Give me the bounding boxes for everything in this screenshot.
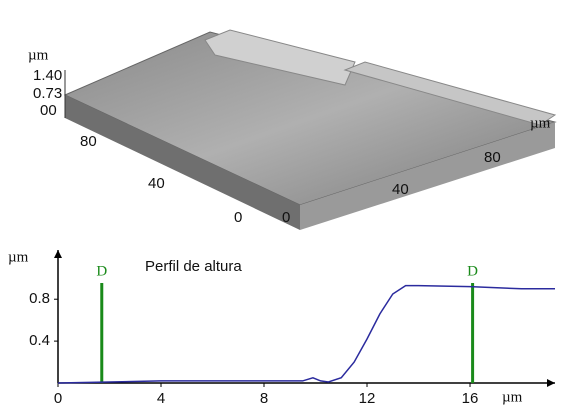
x-axis-label: µm [502, 389, 523, 405]
x-tick-label: 12 [359, 390, 376, 407]
z-tick-label: 1.40 [33, 67, 62, 84]
x-tick-label: 80 [484, 149, 501, 166]
axis-arrow [54, 250, 62, 258]
x-tick-label: 40 [392, 181, 409, 198]
profile-line [58, 286, 555, 383]
cursor-label: D [96, 263, 107, 279]
z-tick-label: 00 [40, 102, 57, 119]
profile-chart: Perfil de altura µm µm 0 4 8 12 16 0.4 0.8 D D [8, 249, 555, 407]
chart-title: Perfil de altura [145, 258, 242, 275]
cursor-label: D [467, 263, 478, 279]
x-tick-label: 4 [157, 390, 165, 407]
x-tick-label: 16 [462, 390, 479, 407]
page: {"surface_plot": {"z_unit": "µm", "z_tic… [0, 0, 570, 408]
y-tick-label: 0.8 [29, 290, 50, 307]
y-axis-label: µm [8, 249, 29, 265]
y-tick-label: 0 [234, 209, 242, 226]
figure: µm 1.40 0.73 00 80 40 0 0 40 80 µm Perfi… [0, 0, 570, 408]
x-tick-label: 0 [54, 390, 62, 407]
z-unit: µm [28, 47, 49, 63]
z-tick-label: 0.73 [33, 85, 62, 102]
y-tick-label: 40 [148, 175, 165, 192]
x-tick-label: 0 [282, 209, 290, 226]
x-unit: µm [530, 115, 551, 131]
y-tick-label: 0.4 [29, 332, 50, 349]
axis-arrow [547, 379, 555, 387]
y-tick-label: 80 [80, 133, 97, 150]
surface-3d [65, 30, 555, 230]
x-tick-label: 8 [260, 390, 268, 407]
